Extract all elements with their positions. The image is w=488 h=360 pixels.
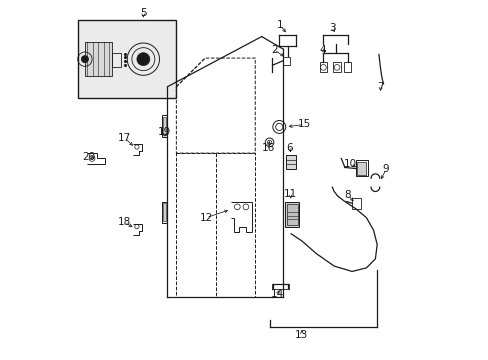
Text: 6: 6 — [286, 143, 292, 153]
Text: 13: 13 — [295, 330, 308, 340]
Bar — [162, 202, 166, 223]
Text: 19: 19 — [158, 127, 171, 136]
Text: 16: 16 — [262, 143, 275, 153]
Bar — [112, 53, 121, 67]
Bar — [282, 57, 290, 65]
Text: 5: 5 — [140, 8, 146, 18]
Text: 1: 1 — [277, 20, 283, 30]
Text: 10: 10 — [343, 159, 356, 169]
Bar — [163, 117, 165, 135]
Circle shape — [137, 53, 149, 66]
Bar — [344, 62, 351, 72]
Text: 9: 9 — [382, 164, 388, 174]
Circle shape — [81, 55, 88, 63]
Text: 2: 2 — [270, 45, 277, 55]
Bar — [351, 198, 360, 209]
Bar — [333, 62, 340, 72]
Text: 8: 8 — [344, 190, 350, 200]
Text: 20: 20 — [82, 152, 95, 162]
Bar — [162, 116, 166, 137]
Text: 7: 7 — [377, 82, 383, 92]
Bar — [285, 202, 299, 226]
Text: 18: 18 — [118, 217, 131, 227]
Text: 14: 14 — [270, 289, 284, 299]
Text: 4: 4 — [319, 45, 325, 55]
Bar — [355, 160, 367, 176]
Bar — [85, 42, 112, 76]
Bar — [357, 162, 366, 175]
Bar — [78, 21, 176, 98]
Text: 15: 15 — [298, 120, 311, 129]
Text: 12: 12 — [199, 213, 212, 222]
Bar — [319, 62, 326, 72]
Bar — [285, 155, 296, 169]
Bar — [271, 284, 288, 289]
Text: 11: 11 — [283, 189, 296, 199]
Bar — [286, 204, 297, 225]
Text: 17: 17 — [118, 133, 131, 143]
Bar — [163, 203, 165, 221]
Text: 3: 3 — [328, 23, 335, 33]
